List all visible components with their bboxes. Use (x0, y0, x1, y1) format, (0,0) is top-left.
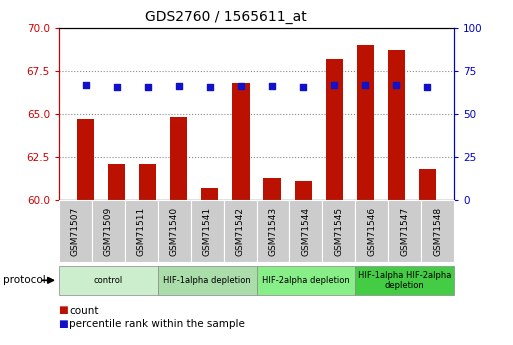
Point (237, 83, 245, 89)
Bar (326, 59, 343, 200)
Bar (232, 83, 249, 200)
Text: GSM71542: GSM71542 (235, 207, 245, 256)
Text: GSM71547: GSM71547 (400, 207, 409, 256)
Text: HIF-2alpha depletion: HIF-2alpha depletion (262, 276, 350, 285)
Point (206, 84, 214, 90)
Text: GDS2760 / 1565611_at: GDS2760 / 1565611_at (145, 10, 307, 24)
Bar (294, 181, 312, 200)
Bar (388, 50, 405, 200)
Bar (357, 45, 374, 200)
Text: ■: ■ (59, 306, 72, 315)
Text: GSM71540: GSM71540 (170, 207, 179, 256)
Bar (419, 169, 436, 200)
Text: count: count (69, 306, 99, 315)
Text: GSM71548: GSM71548 (433, 207, 442, 256)
Text: GSM71543: GSM71543 (268, 207, 278, 256)
Bar (77, 119, 94, 200)
Text: GSM71509: GSM71509 (104, 207, 113, 256)
Text: GSM71541: GSM71541 (203, 207, 212, 256)
Point (330, 83, 339, 88)
Point (268, 83, 276, 89)
Text: HIF-1alpha depletion: HIF-1alpha depletion (163, 276, 251, 285)
Text: ■: ■ (59, 319, 72, 329)
Bar (139, 164, 156, 200)
Point (392, 83, 401, 88)
Text: GSM71511: GSM71511 (137, 207, 146, 256)
Text: percentile rank within the sample: percentile rank within the sample (69, 319, 245, 329)
Point (112, 84, 121, 90)
Bar (108, 164, 125, 200)
Text: GSM71545: GSM71545 (334, 207, 343, 256)
Point (299, 84, 307, 89)
Text: GSM71546: GSM71546 (367, 207, 376, 256)
Bar (170, 117, 187, 200)
Point (174, 83, 183, 89)
Text: GSM71544: GSM71544 (301, 207, 310, 256)
Bar (264, 178, 281, 200)
Point (144, 84, 152, 90)
Text: HIF-1alpha HIF-2alpha
depletion: HIF-1alpha HIF-2alpha depletion (358, 270, 451, 290)
Point (423, 84, 431, 89)
Text: control: control (94, 276, 123, 285)
Point (82, 83, 90, 88)
Text: GSM71507: GSM71507 (71, 207, 80, 256)
Bar (201, 188, 219, 200)
Text: protocol: protocol (3, 275, 45, 285)
Point (361, 82, 369, 88)
